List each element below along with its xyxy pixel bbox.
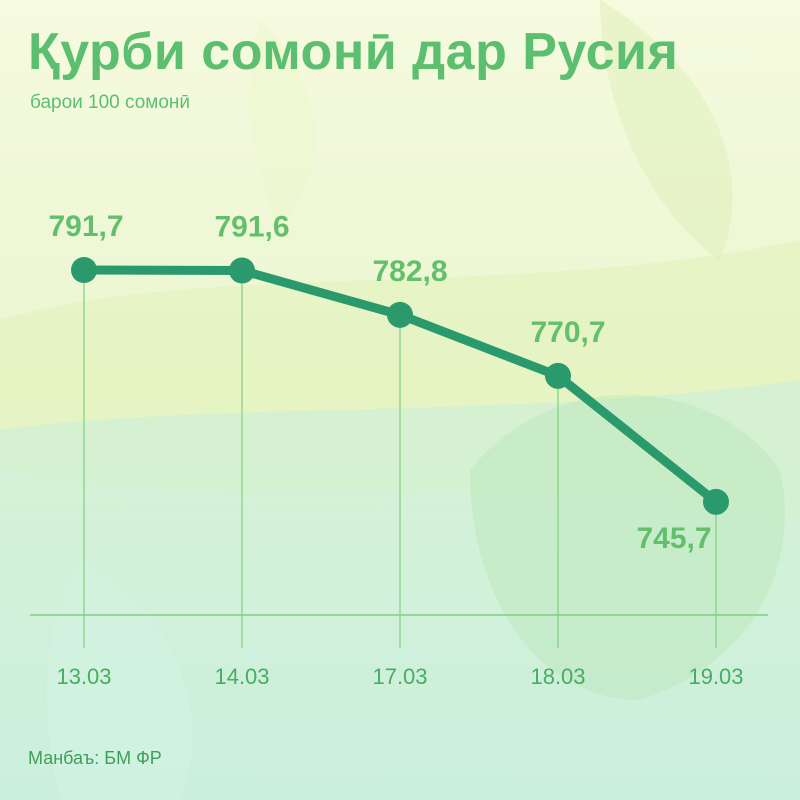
data-point-17.03 xyxy=(387,301,413,328)
x-tick-label-18.03: 18.03 xyxy=(530,664,585,689)
value-label-17.03: 782,8 xyxy=(372,255,447,288)
data-point-18.03 xyxy=(545,362,571,389)
x-tick-label-14.03: 14.03 xyxy=(214,664,269,689)
x-tick-label-13.03: 13.03 xyxy=(56,664,111,689)
value-label-14.03: 791,6 xyxy=(214,211,289,244)
data-point-14.03 xyxy=(229,257,255,284)
data-point-19.03 xyxy=(703,488,729,515)
x-tick-label-19.03: 19.03 xyxy=(688,664,743,689)
value-label-13.03: 791,7 xyxy=(48,210,123,243)
data-point-13.03 xyxy=(71,257,97,283)
source-note: Манбаъ: БМ ФР xyxy=(28,748,162,768)
value-label-18.03: 770,7 xyxy=(530,316,605,349)
chart-subtitle: барои 100 сомонӣ xyxy=(30,92,191,113)
value-label-19.03: 745,7 xyxy=(636,522,711,555)
chart-title: Қурби сомонӣ дар Русия xyxy=(28,23,679,81)
x-tick-label-17.03: 17.03 xyxy=(372,664,427,689)
